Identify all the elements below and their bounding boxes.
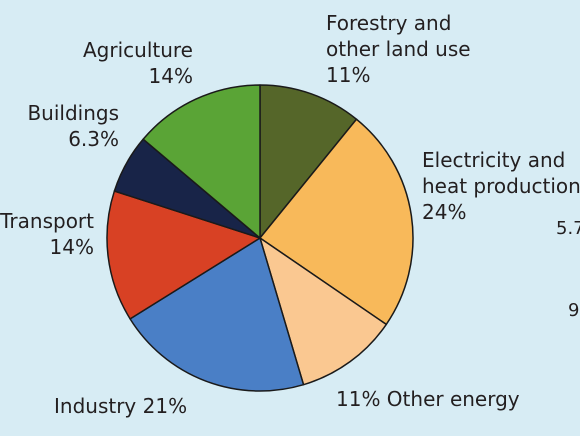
label-agriculture: Agriculture 14% [83, 37, 193, 89]
label-agriculture-value: 14% [148, 64, 193, 88]
pie-slice-transport [106, 190, 261, 320]
label-buildings: Buildings 6.3% [27, 100, 119, 152]
label-forestry-value: 11% [326, 63, 371, 87]
label-forestry-line1: Forestry and [326, 11, 452, 35]
label-transport-value: 14% [49, 235, 94, 259]
label-industry: Industry 21% [54, 393, 187, 419]
label-agriculture-name: Agriculture [83, 38, 193, 62]
label-transport-name: Transport [0, 209, 94, 233]
label-forestry-line2: other land use [326, 37, 471, 61]
label-forestry: Forestry and other land use 11% [326, 10, 471, 88]
label-buildings-value: 6.3% [68, 127, 119, 151]
edge-fragment-2: 9 [568, 300, 580, 321]
label-other-energy-text: 11% Other energy [336, 387, 520, 411]
label-industry-text: Industry 21% [54, 394, 188, 418]
label-electricity: Electricity and heat production 24% [422, 147, 580, 225]
pie-slice-industry [129, 237, 305, 392]
label-other-energy: 11% Other energy [336, 386, 520, 412]
label-buildings-name: Buildings [27, 101, 119, 125]
pie-slice-agriculture [142, 84, 261, 239]
label-transport: Transport 14% [0, 208, 94, 260]
pie-slice-other-energy [259, 237, 388, 386]
pie-slice-forestry-and-other-land-use [259, 84, 358, 239]
edge-fragment-1: 5.7 [556, 218, 580, 239]
pie-slice-electricity-and-heat-production [259, 118, 414, 326]
label-electricity-value: 24% [422, 200, 467, 224]
label-electricity-line1: Electricity and [422, 148, 566, 172]
label-electricity-line2: heat production [422, 174, 580, 198]
